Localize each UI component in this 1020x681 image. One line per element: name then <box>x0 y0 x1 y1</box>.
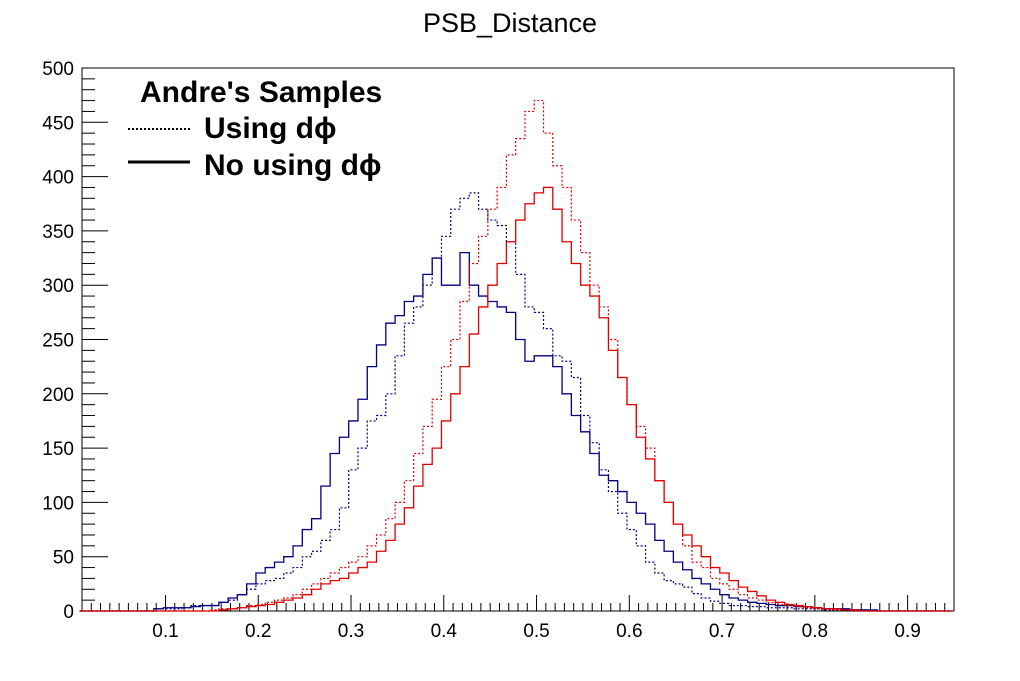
x-tick-label: 0.4 <box>431 621 458 642</box>
x-tick-label: 0.7 <box>709 621 735 642</box>
histogram-series-3-solid <box>79 186 952 612</box>
x-tick-label: 0.5 <box>523 621 549 642</box>
y-tick-label: 50 <box>53 548 74 569</box>
y-tick-label: 100 <box>42 493 74 514</box>
chart-title: PSB_Distance <box>423 8 597 38</box>
y-tick-label: 300 <box>42 276 74 297</box>
x-tick-label: 0.3 <box>338 621 364 642</box>
legend-label-no-using: No using dϕ <box>204 149 381 182</box>
y-axis: 0 50 100 150 200 250 300 350 400 450 500 <box>42 59 108 623</box>
histogram-series-0-dotted <box>79 192 952 612</box>
histogram-series-1-solid <box>79 251 952 612</box>
x-tick-label: 0.1 <box>152 621 178 642</box>
y-tick-label: 200 <box>42 385 74 406</box>
x-tick-label: 0.2 <box>245 621 271 642</box>
y-tick-label: 500 <box>42 59 74 80</box>
y-tick-label: 150 <box>42 439 74 460</box>
histogram-series-2-dotted <box>79 99 952 612</box>
x-axis: 0.1 0.2 0.3 0.4 0.5 0.6 0.7 0.8 0.9 <box>81 595 955 642</box>
x-tick-label: 0.9 <box>894 621 920 642</box>
legend: Andre's Samples Using dϕ No using dϕ <box>128 76 382 182</box>
x-tick-label: 0.8 <box>802 621 828 642</box>
legend-header: Andre's Samples <box>140 76 382 109</box>
y-tick-label: 350 <box>42 222 74 243</box>
series-group <box>79 99 952 612</box>
x-tick-label: 0.6 <box>616 621 642 642</box>
legend-label-using: Using dϕ <box>204 112 336 145</box>
y-tick-label: 400 <box>42 168 74 189</box>
y-tick-label: 250 <box>42 331 74 352</box>
y-tick-label: 450 <box>42 113 74 134</box>
y-tick-label: 0 <box>63 602 74 623</box>
